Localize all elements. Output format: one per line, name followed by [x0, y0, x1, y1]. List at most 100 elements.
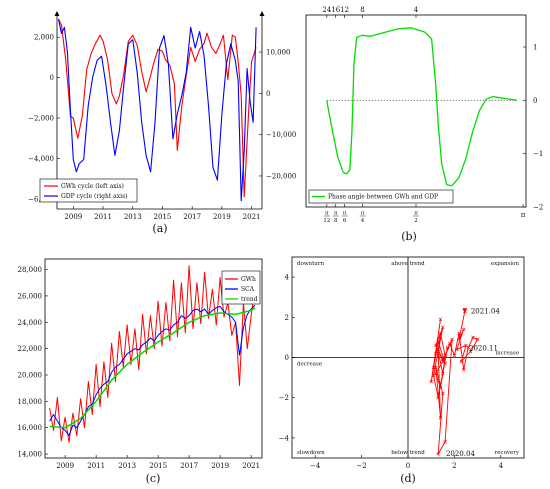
legend-box: [308, 189, 454, 204]
legend-a: GWh cycle (left axis) GDP cycle (right ax…: [39, 178, 138, 203]
x-tick-label: 2015: [154, 213, 172, 221]
bottom-tick-denominator: 4: [361, 218, 365, 224]
bottom-tick-numerator: π: [334, 211, 338, 217]
trajectory-point: [434, 343, 438, 348]
y-tick-label: 28,000: [18, 266, 43, 274]
x-tick-label: 2021: [243, 213, 261, 221]
caption-c: (c): [146, 472, 161, 485]
caption-d: (d): [400, 472, 416, 485]
trajectory-point: [445, 345, 450, 350]
trajectory-point: [436, 452, 440, 456]
x-tick-label: 2: [452, 462, 456, 470]
trajectory-point: [443, 440, 447, 444]
x-tick-label: 0: [406, 462, 410, 470]
x-tick-label: 2017: [183, 213, 201, 221]
point-label: 2020.04: [446, 450, 475, 458]
left-tick-label: 0: [50, 74, 54, 82]
point-label: 2021.04: [471, 307, 500, 315]
top-tick-label: 8: [360, 6, 364, 14]
x-tick-label: −2: [356, 462, 366, 470]
y-tick-label: 2: [285, 314, 289, 322]
trajectory-point: [434, 365, 438, 370]
x-tick-label: 2011: [87, 462, 105, 470]
top-tick-label: 16: [331, 6, 340, 14]
trajectory-point: [450, 337, 454, 342]
series-gdp-cycle: [57, 18, 257, 202]
y-tick-label: 1: [533, 44, 537, 52]
trajectory-point: [464, 343, 468, 348]
series-phase-angle: [326, 27, 517, 187]
trajectory-point: [471, 335, 475, 340]
y-tick-label: −2: [533, 204, 543, 212]
trajectory-point: [436, 347, 440, 352]
top-tick-label: 12: [340, 6, 349, 14]
legend-label-phase: Phase angle between GWh and GDP: [328, 194, 438, 201]
right-tick-label: −20,000: [266, 172, 296, 180]
y-tick-label: 24,000: [18, 319, 43, 327]
series-gwh-cycle: [58, 18, 257, 198]
bottom-tick-denominator: 2: [414, 218, 418, 224]
panel-c: 28,000 26,000 24,000 22,000 20,000 18,000 16,0…: [18, 258, 263, 485]
x-tick-label: 2009: [56, 462, 74, 470]
y-tick-label: 26,000: [18, 292, 43, 300]
x-tick-label: 4: [499, 462, 504, 470]
trajectory-point: [475, 337, 480, 342]
legend-label-gdp: GDP cycle (right axis): [61, 193, 128, 200]
trajectory-point: [436, 339, 440, 344]
left-tick-label: −4,000: [28, 155, 54, 163]
y-tick-label: 4: [285, 274, 290, 282]
trajectory-point: [429, 379, 433, 384]
trajectory-point: [457, 331, 461, 336]
x-tick-label: 2013: [124, 213, 142, 221]
top-tick-label: 4: [414, 6, 419, 14]
trajectory-point: [459, 359, 464, 364]
trajectory-point: [448, 341, 452, 346]
trajectory-point: [438, 331, 443, 336]
panel-d: −4 −2 0 2 4 4 2 0 −2 −4 downturn above trend expansi…: [279, 256, 525, 485]
legend-box: [39, 178, 138, 203]
y-tick-label: 22,000: [18, 345, 43, 353]
caption-a: (a): [152, 222, 167, 235]
x-tick-label: 2009: [64, 213, 82, 221]
y-tick-label: 0: [533, 97, 537, 105]
quadrant-label-middle-left: decrease: [297, 362, 322, 368]
trajectory-end-arrow: [462, 308, 468, 314]
trajectory-point: [454, 347, 459, 352]
trajectory-point: [438, 416, 443, 420]
bottom-tick-numerator: π: [343, 211, 347, 217]
caption-b: (b): [401, 230, 417, 243]
trajectory-point: [441, 391, 445, 396]
y-tick-label: 16,000: [18, 424, 43, 432]
left-axis-arrow: [54, 11, 60, 16]
plot-frame: [305, 14, 527, 208]
x-tick-label: 2019: [211, 462, 229, 470]
x-tick-label: 2021: [242, 462, 260, 470]
y-tick-label: −1: [533, 150, 543, 158]
legend-label-gwh: GWh cycle (left axis): [61, 183, 124, 190]
legend-c: GWh SCA trend: [221, 270, 261, 305]
right-axis-arrow: [259, 11, 265, 16]
series-gwh: [49, 265, 256, 443]
trajectory-point: [441, 325, 445, 330]
trajectory-point: [438, 385, 443, 390]
quadrant-label-bottom-center: below trend: [391, 450, 425, 456]
y-tick-label: 18,000: [18, 398, 43, 406]
quadrant-label-middle-right: increase: [495, 351, 519, 357]
bottom-tick-denominator: 8: [334, 218, 338, 224]
quadrant-label-top-right: expansion: [491, 261, 520, 267]
legend-label-gwh: GWh: [241, 276, 256, 283]
y-tick-label: −2: [279, 394, 289, 402]
bottom-tick-numerator: π: [361, 211, 365, 217]
right-tick-label: −10,000: [266, 131, 296, 139]
y-tick-label: −4: [279, 434, 290, 442]
right-tick-label: 0: [266, 90, 270, 98]
trajectory-point: [441, 359, 445, 364]
trajectory-point: [443, 353, 447, 358]
x-tick-label: 2015: [149, 462, 167, 470]
trajectory-point: [461, 367, 466, 372]
bottom-tick-numerator: π: [414, 211, 418, 217]
trajectory-point: [438, 317, 443, 322]
quadrant-label-bottom-right: recovery: [495, 450, 520, 456]
